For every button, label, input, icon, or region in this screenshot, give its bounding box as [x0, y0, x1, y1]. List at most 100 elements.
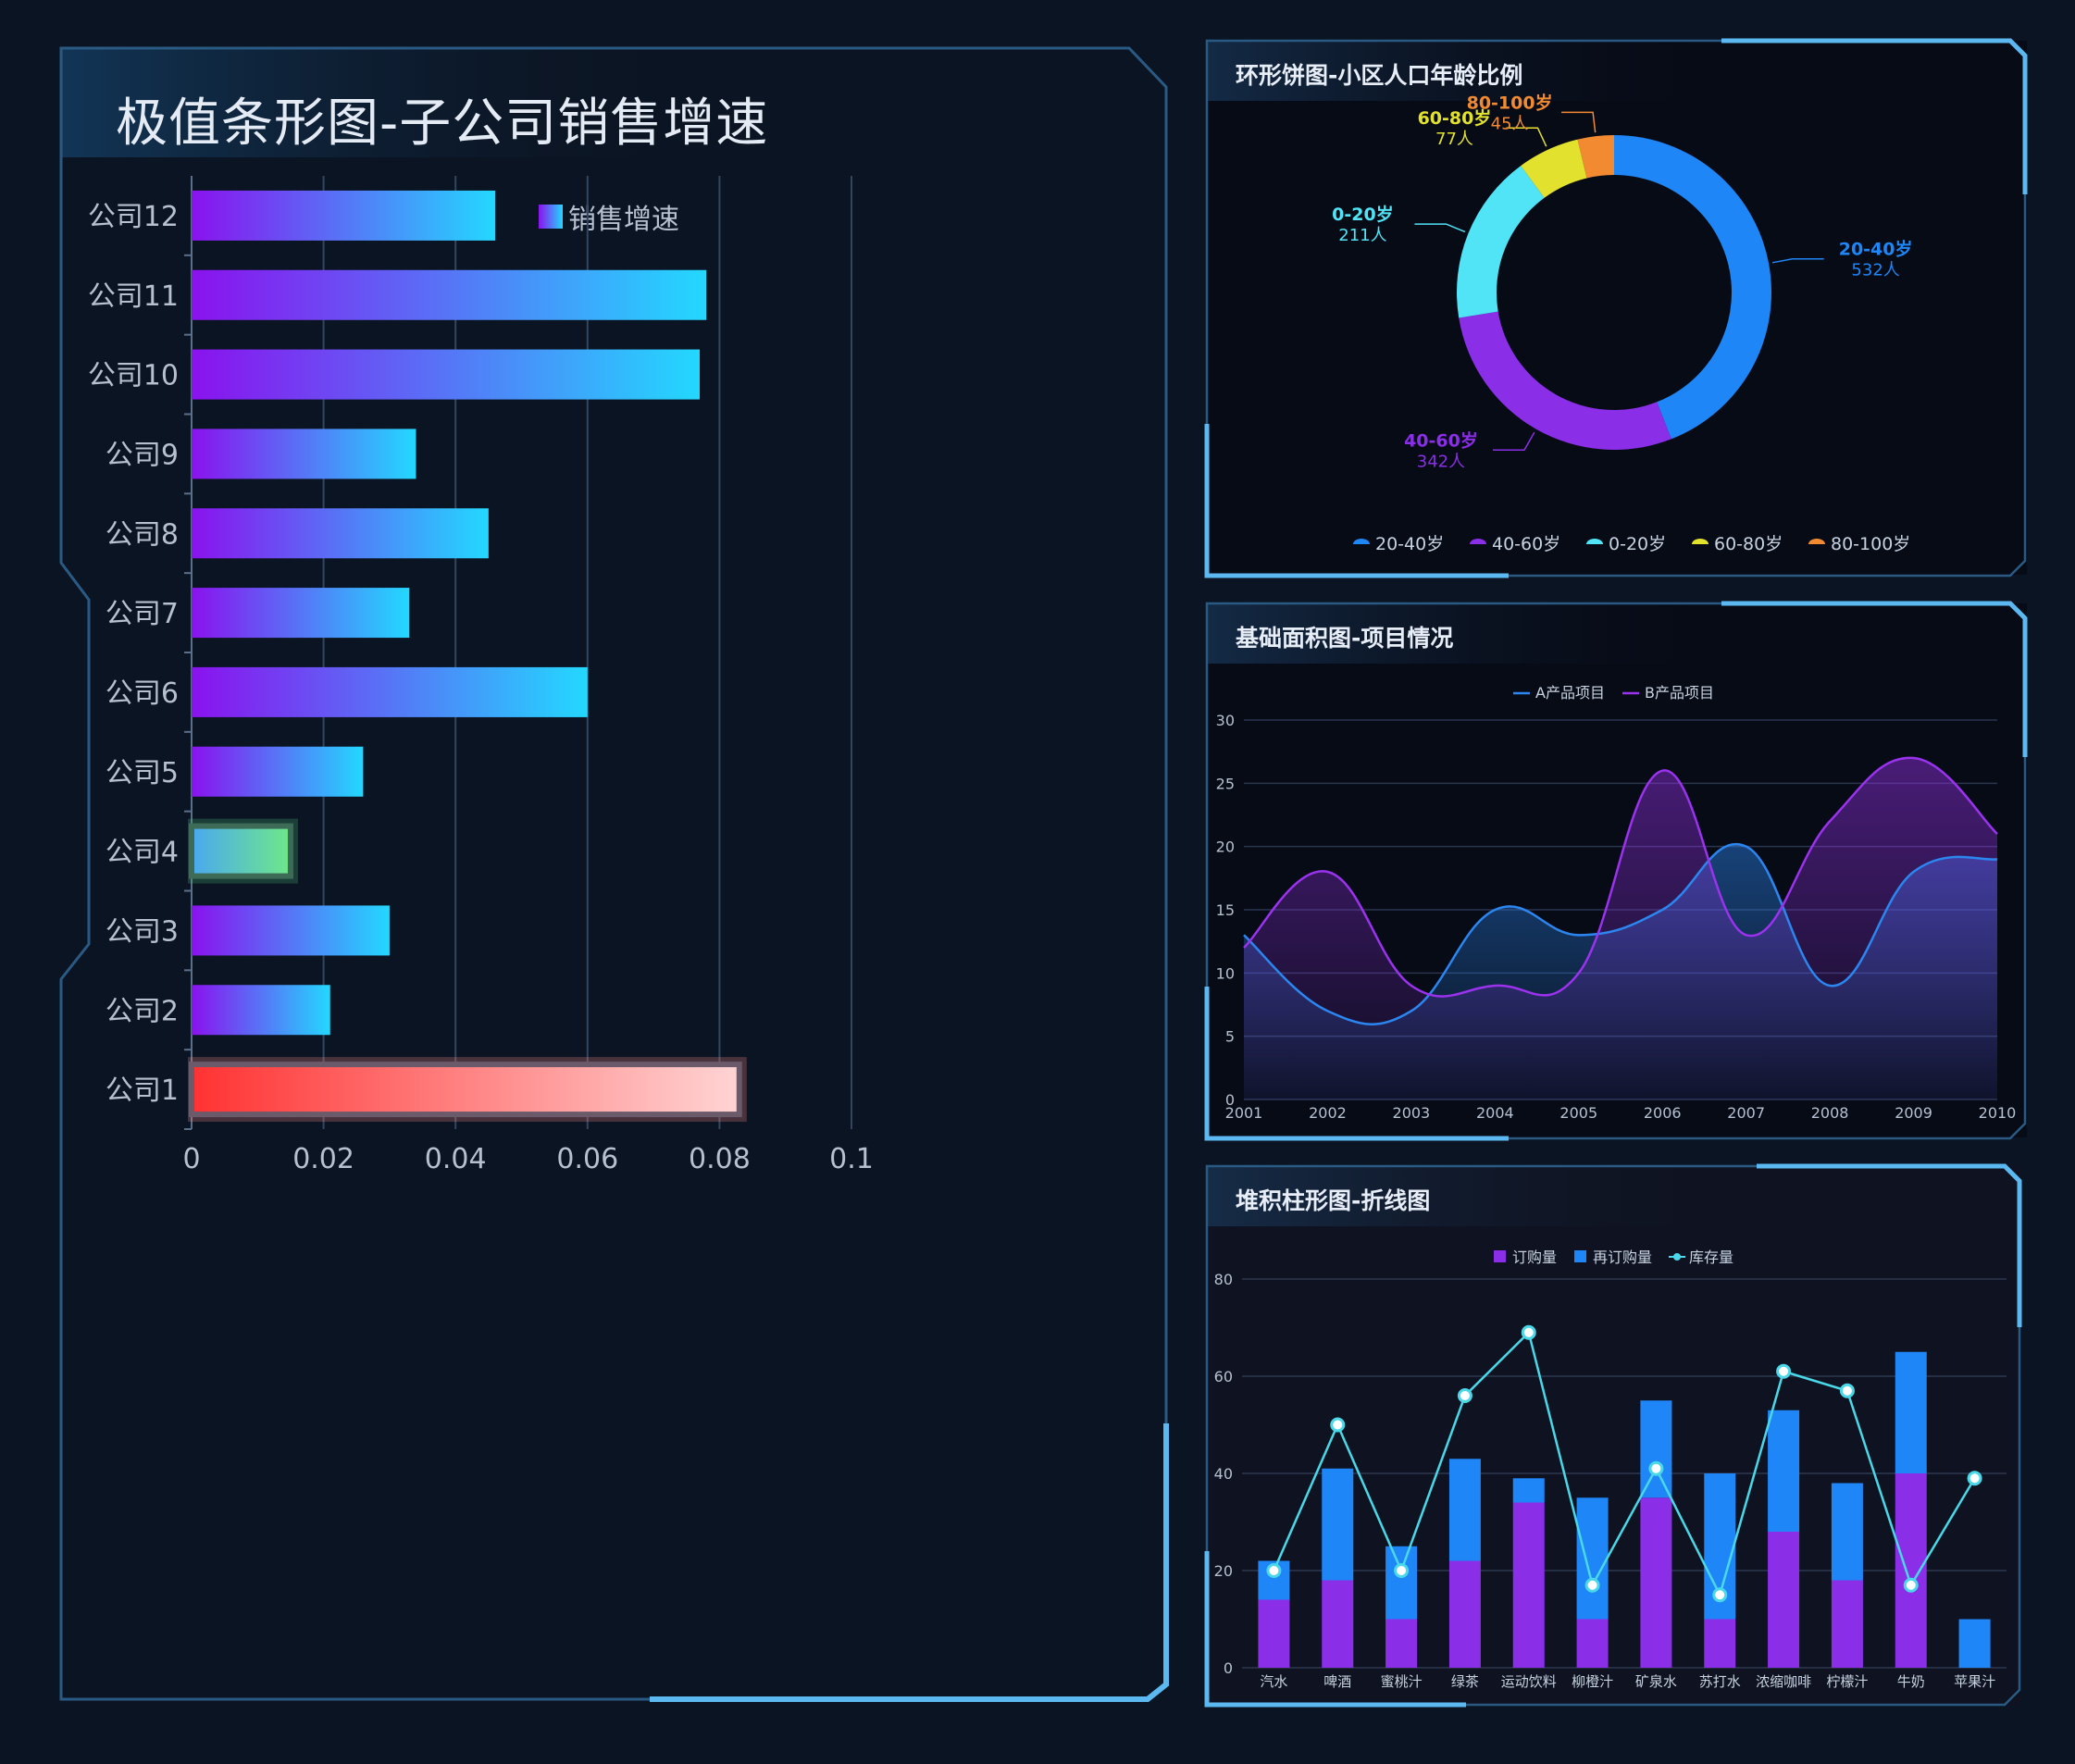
y-tick-label: 公司10: [88, 360, 179, 392]
panel-frame: [59, 46, 1169, 1702]
leader-line: [1414, 223, 1466, 233]
y-tick-label: 公司1: [106, 1075, 179, 1107]
slice-label: 60-80岁: [1418, 107, 1492, 129]
slice-value-label: 77人: [1435, 130, 1473, 149]
stacked-bar-segment: [1448, 1459, 1481, 1561]
donut-chart: 20-40岁532人40-60岁342人0-20岁211人60-80岁77人80…: [1332, 92, 1913, 554]
x-tick-label: 0.02: [292, 1143, 354, 1175]
x-tick-label: 0.1: [829, 1143, 874, 1175]
x-tick-label: 2004: [1476, 1104, 1514, 1122]
bar-chart-panel: 极值条形图-子公司销售增速 销售增速 0 0.02 0.04 0.06 0.08 0.1 公…: [57, 44, 1172, 1703]
leader-line: [1561, 111, 1597, 133]
slice-value-label: 342人: [1417, 452, 1465, 471]
x-tick-label: 啤酒: [1323, 1673, 1351, 1690]
y-tick-label: 25: [1216, 775, 1235, 792]
legend-label: 0-20岁: [1609, 534, 1666, 554]
x-tick-label: 0: [182, 1143, 200, 1175]
line-point: [1330, 1417, 1346, 1433]
bar: [192, 905, 390, 956]
slice-value-label: 45人: [1491, 114, 1529, 133]
slice-value-label: 211人: [1338, 226, 1386, 245]
bar: [192, 269, 707, 320]
y-tick-label: 公司3: [106, 915, 179, 948]
line-point: [1648, 1460, 1664, 1476]
stacked-bar-segment: [1640, 1497, 1672, 1668]
y-tick-label: 公司12: [88, 201, 179, 233]
stacked-bar-segment: [1895, 1473, 1927, 1668]
bar: [189, 823, 293, 879]
y-tick-label: 公司6: [106, 677, 179, 710]
donut-slice: [1614, 135, 1771, 440]
legend-swatch: [1494, 1250, 1506, 1262]
stacked-chart-panel: 堆积柱形图-折线图 0 20 40 60 80 汽水 啤酒 蜜桃汁 绿茶 运动饮料 柳橙汁 矿泉水 苏打…: [1203, 1162, 2029, 1708]
x-tick-label: 苏打水: [1699, 1673, 1741, 1690]
stacked-bar-segment: [1704, 1619, 1736, 1668]
stacked-bar-line-chart: 0 20 40 60 80 汽水 啤酒 蜜桃汁 绿茶 运动饮料 柳橙汁 矿泉水 苏打水 浓缩咖啡 柠檬汁 牛奶…: [1214, 1248, 2007, 1690]
stacked-bar-segment: [1768, 1532, 1800, 1668]
bar: [192, 349, 701, 400]
bar: [192, 746, 364, 797]
bar: [192, 190, 495, 241]
y-tick-label: 20: [1214, 1562, 1233, 1580]
stacked-bar-segment: [1385, 1546, 1418, 1620]
slice-label: 20-40岁: [1839, 239, 1913, 260]
stacked-bar-segment: [1640, 1400, 1672, 1498]
x-tick-label: 0.08: [689, 1143, 751, 1175]
y-tick-label: 40: [1214, 1465, 1233, 1483]
line-point: [1839, 1383, 1855, 1398]
y-tick-label: 5: [1225, 1028, 1235, 1046]
legend-swatch: [1673, 1253, 1681, 1261]
y-tick-label: 公司7: [106, 598, 179, 630]
stacked-bar-segment: [1831, 1580, 1863, 1668]
leader-line: [1506, 127, 1547, 147]
line-point: [1521, 1324, 1536, 1340]
bar: [192, 666, 588, 717]
line-point: [1584, 1577, 1600, 1593]
legend-label: B产品项目: [1645, 684, 1714, 702]
stacked-bar-segment: [1512, 1478, 1545, 1503]
x-tick-label: 0.04: [425, 1143, 487, 1175]
line-point: [1266, 1563, 1282, 1578]
x-tick-label: 蜜桃汁: [1381, 1673, 1423, 1690]
stacked-bar-segment: [1512, 1502, 1545, 1668]
horizontal-bar-chart: 0 0.02 0.04 0.06 0.08 0.1 公司1 公司2 公司3 公司4 公司5 公司6 公司…: [88, 176, 874, 1175]
x-tick-label: 牛奶: [1897, 1673, 1925, 1690]
line-point: [1712, 1587, 1728, 1603]
slice-label: 0-20岁: [1332, 204, 1394, 225]
slice-value-label: 532人: [1851, 261, 1899, 280]
line-point: [1903, 1577, 1919, 1593]
y-tick-label: 公司11: [88, 280, 179, 313]
leader-line: [1771, 257, 1824, 264]
donut-slice: [1459, 311, 1671, 450]
y-tick-label: 公司8: [106, 518, 179, 551]
x-tick-label: 运动饮料: [1501, 1673, 1557, 1690]
stacked-chart-title: 堆积柱形图-折线图: [1236, 1187, 1431, 1214]
y-tick-label: 20: [1216, 839, 1235, 856]
stacked-bar-segment: [1576, 1497, 1609, 1620]
y-tick-label: 0: [1224, 1659, 1233, 1677]
x-tick-label: 2005: [1559, 1104, 1597, 1122]
legend-swatch: [1353, 539, 1370, 544]
y-tick-label: 30: [1216, 712, 1235, 729]
legend-label: 60-80岁: [1714, 534, 1783, 554]
legend-label: 库存量: [1689, 1248, 1733, 1266]
x-tick-label: 0.06: [556, 1143, 618, 1175]
legend-swatch: [1574, 1250, 1586, 1262]
x-tick-label: 汽水: [1260, 1673, 1287, 1690]
x-tick-label: 柠檬汁: [1826, 1673, 1868, 1690]
line-point: [1967, 1471, 1982, 1486]
x-tick-label: 2009: [1895, 1104, 1932, 1122]
x-tick-label: 柳橙汁: [1572, 1673, 1613, 1690]
donut-slice: [1521, 139, 1587, 198]
donut-chart-title: 环形饼图-小区人口年龄比例: [1236, 62, 1523, 89]
line-series: [1273, 1330, 1976, 1598]
legend-swatch: [539, 205, 563, 229]
y-tick-label: 公司5: [106, 757, 179, 789]
y-tick-label: 公司4: [106, 837, 179, 869]
panel-frame: [1204, 38, 2028, 578]
y-tick-label: 10: [1216, 964, 1235, 982]
bar: [192, 429, 416, 479]
stacked-bar-segment: [1576, 1619, 1609, 1668]
stacked-bar-segment: [1385, 1619, 1418, 1668]
legend-label: 再订购量: [1593, 1248, 1652, 1266]
